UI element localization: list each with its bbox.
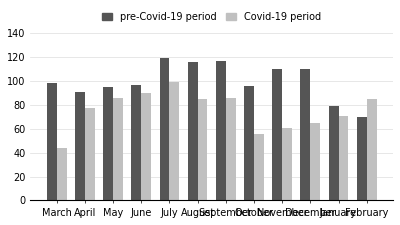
Bar [244,86,254,200]
Bar [357,117,367,200]
Bar [141,93,151,200]
Bar [188,62,198,200]
Bar [300,69,310,200]
Bar [113,98,123,200]
Bar [85,108,95,200]
Bar [367,99,376,200]
Bar [282,128,292,200]
Bar [329,106,338,200]
Bar [226,98,236,200]
Bar [216,61,226,200]
Bar [47,83,57,200]
Bar [310,123,320,200]
Bar [131,85,141,200]
Bar [198,99,208,200]
Bar [272,69,282,200]
Legend: pre-Covid-19 period, Covid-19 period: pre-Covid-19 period, Covid-19 period [98,8,325,26]
Bar [254,134,264,200]
Bar [338,116,348,200]
Bar [160,58,170,200]
Bar [57,148,66,200]
Bar [170,82,179,200]
Bar [75,92,85,200]
Bar [103,87,113,200]
